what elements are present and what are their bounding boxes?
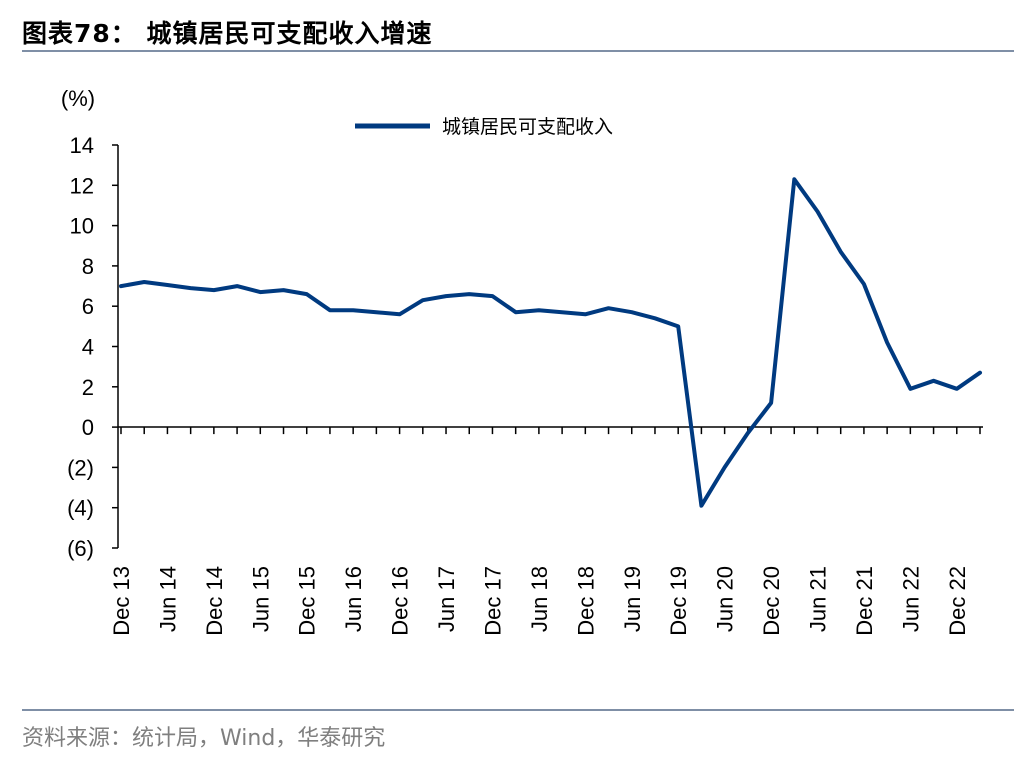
x-tick-label: Dec 17 [480,566,505,636]
y-tick-label: (2) [67,455,94,480]
y-tick-label: 6 [82,294,94,319]
y-tick-label: 4 [82,335,94,360]
x-tick-label: Dec 18 [573,566,598,636]
x-tick-label: Jun 22 [898,566,923,632]
x-tick-label: Dec 14 [202,566,227,636]
y-axis-ticks: 14 12 10 8 6 4 2 0 (2) (4) (6) [67,133,118,561]
x-tick-label: Dec 21 [852,566,877,636]
figure-title: 图表78： 城镇居民可支配收入增速 [22,19,433,48]
y-tick-label: 2 [82,375,94,400]
y-tick-label: (4) [67,496,94,521]
x-tick-label: Dec 20 [759,566,784,636]
y-tick-label: 12 [70,173,94,198]
y-tick-label: 0 [82,415,94,440]
x-tick-label: Dec 22 [945,566,970,636]
x-tick-label: Jun 18 [527,566,552,632]
y-tick-label: 8 [82,254,94,279]
footer-divider [22,709,1014,711]
x-tick-label: Jun 17 [434,566,459,632]
x-tick-label: Jun 21 [805,566,830,632]
legend-label: 城镇居民可支配收入 [442,116,613,138]
x-tick-label: Dec 15 [295,566,320,636]
x-tick-label: Dec 19 [666,566,691,636]
title-divider [22,50,1014,52]
y-tick-label: 10 [70,214,94,239]
x-tick-label: Jun 15 [248,566,273,632]
series-line-urban-income [119,177,982,508]
x-tick-label: Jun 14 [155,566,180,632]
source-note: 资料来源：统计局，Wind，华泰研究 [22,726,386,751]
y-tick-label: (6) [67,536,94,561]
x-tick-label: Dec 16 [388,566,413,636]
x-tick-label: Dec 13 [109,566,134,636]
x-tick-label: Jun 16 [341,566,366,632]
x-axis-ticks: Dec 13 Jun 14 Dec 14 Jun 15 Dec 15 Jun 16 Dec … [109,427,981,636]
y-unit-label: (%) [61,86,95,111]
chart-legend: 城镇居民可支配收入 [355,116,613,138]
x-tick-label: Jun 19 [620,566,645,632]
y-tick-label: 14 [70,133,94,158]
x-tick-label: Jun 20 [713,566,738,632]
